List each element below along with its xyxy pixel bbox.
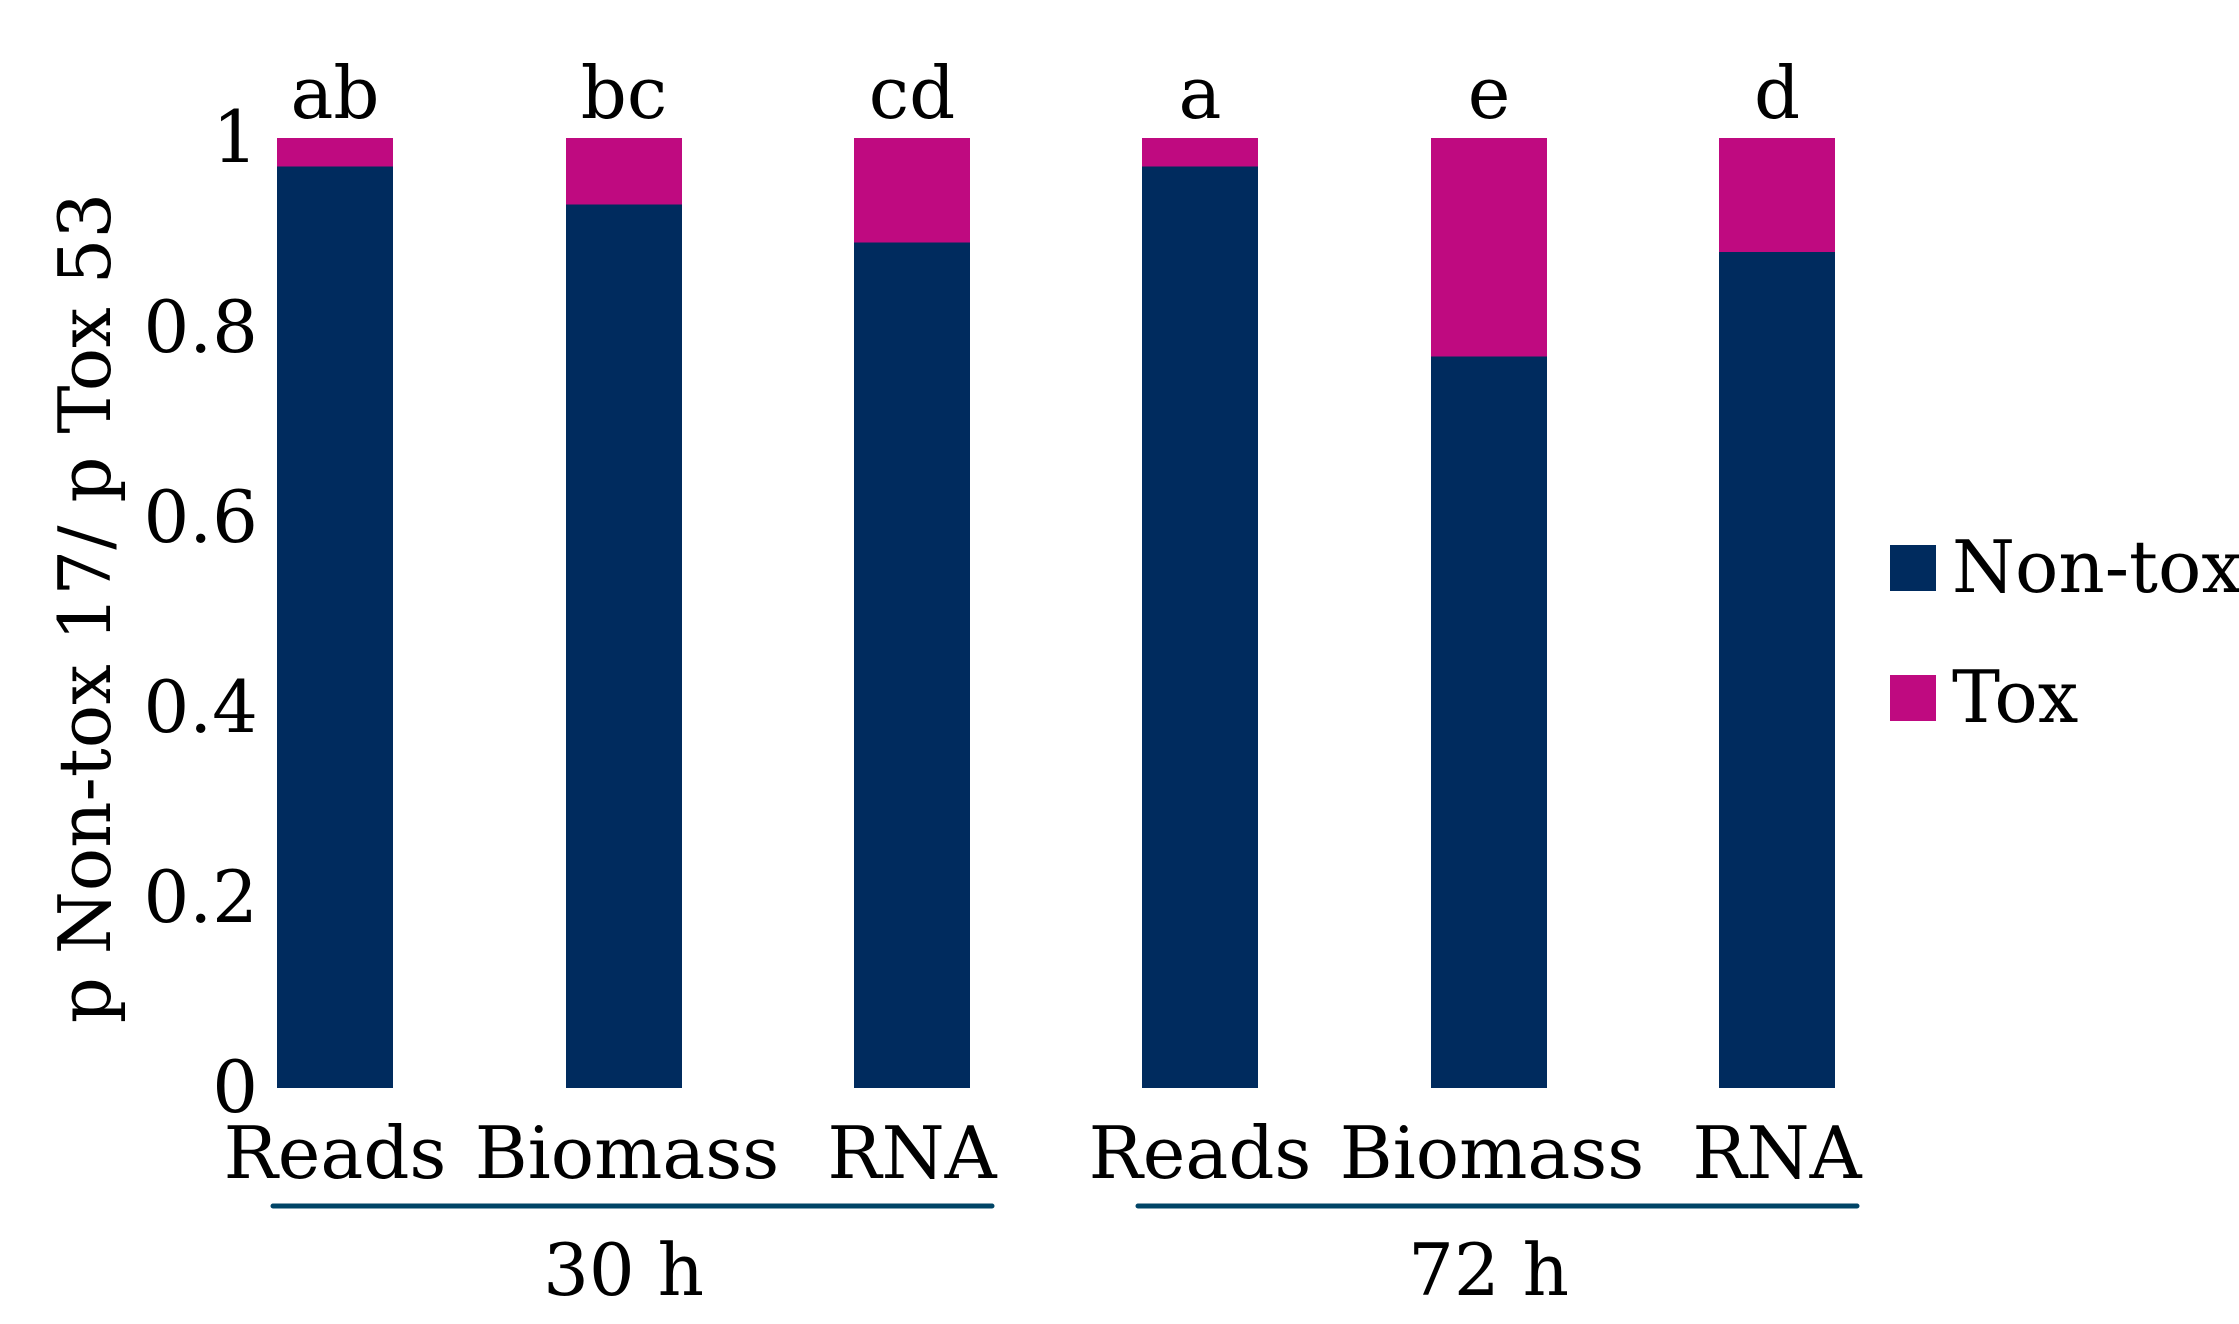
significance-letters-layer: ab bc cd a e d bbox=[290, 51, 1800, 135]
bar-tox-1 bbox=[277, 138, 393, 167]
x-tick-label-3: RNA bbox=[827, 1111, 997, 1195]
group-label-1: 30 h bbox=[543, 1228, 704, 1312]
bars-layer bbox=[277, 138, 1835, 1088]
y-tick-labels-layer: 0 0.2 0.4 0.6 0.8 1 bbox=[143, 95, 258, 1129]
significance-letter-1: ab bbox=[290, 51, 379, 135]
x-tick-label-5: Biomass bbox=[1340, 1111, 1644, 1195]
y-tick-label-5: 1 bbox=[212, 95, 258, 179]
group-label-2: 72 h bbox=[1408, 1228, 1569, 1312]
bar-tox-4 bbox=[1142, 138, 1258, 167]
y-tick-label-3: 0.6 bbox=[143, 475, 258, 559]
legend-swatch-tox bbox=[1890, 675, 1936, 721]
significance-letter-5: e bbox=[1468, 51, 1511, 135]
y-tick-label-0: 0 bbox=[212, 1045, 258, 1129]
legend-swatch-non-tox bbox=[1890, 545, 1936, 591]
legend-label-tox: Tox bbox=[1952, 655, 2078, 739]
bar-non-tox-1 bbox=[277, 166, 393, 1088]
significance-letter-6: d bbox=[1754, 51, 1800, 135]
bar-tox-3 bbox=[854, 138, 970, 243]
bar-tox-2 bbox=[566, 138, 682, 205]
x-tick-label-2: Biomass bbox=[475, 1111, 779, 1195]
bar-non-tox-6 bbox=[1719, 252, 1835, 1088]
significance-letter-4: a bbox=[1179, 51, 1222, 135]
bar-non-tox-3 bbox=[854, 242, 970, 1088]
legend-label-non-tox: Non-tox bbox=[1952, 525, 2239, 609]
y-tick-label-2: 0.4 bbox=[143, 665, 258, 749]
bar-non-tox-4 bbox=[1142, 166, 1258, 1088]
bar-tox-6 bbox=[1719, 138, 1835, 252]
significance-letter-3: cd bbox=[869, 51, 955, 135]
legend: Non-tox Tox bbox=[1890, 525, 2239, 739]
bar-tox-5 bbox=[1431, 138, 1547, 357]
x-tick-label-6: RNA bbox=[1692, 1111, 1862, 1195]
x-tick-labels-layer: Reads Biomass RNA Reads Biomass RNA bbox=[224, 1111, 1863, 1195]
group-brackets-layer: 30 h 72 h bbox=[270, 1203, 1860, 1312]
bar-non-tox-5 bbox=[1431, 356, 1547, 1088]
x-tick-label-4: Reads bbox=[1089, 1111, 1312, 1195]
y-tick-label-1: 0.2 bbox=[143, 855, 258, 939]
y-tick-label-4: 0.8 bbox=[143, 285, 258, 369]
significance-letter-2: bc bbox=[581, 51, 667, 135]
bar-non-tox-2 bbox=[566, 204, 682, 1088]
x-tick-label-1: Reads bbox=[224, 1111, 447, 1195]
y-axis-label: p Non-tox 17/ p Tox 53 bbox=[43, 193, 127, 1023]
